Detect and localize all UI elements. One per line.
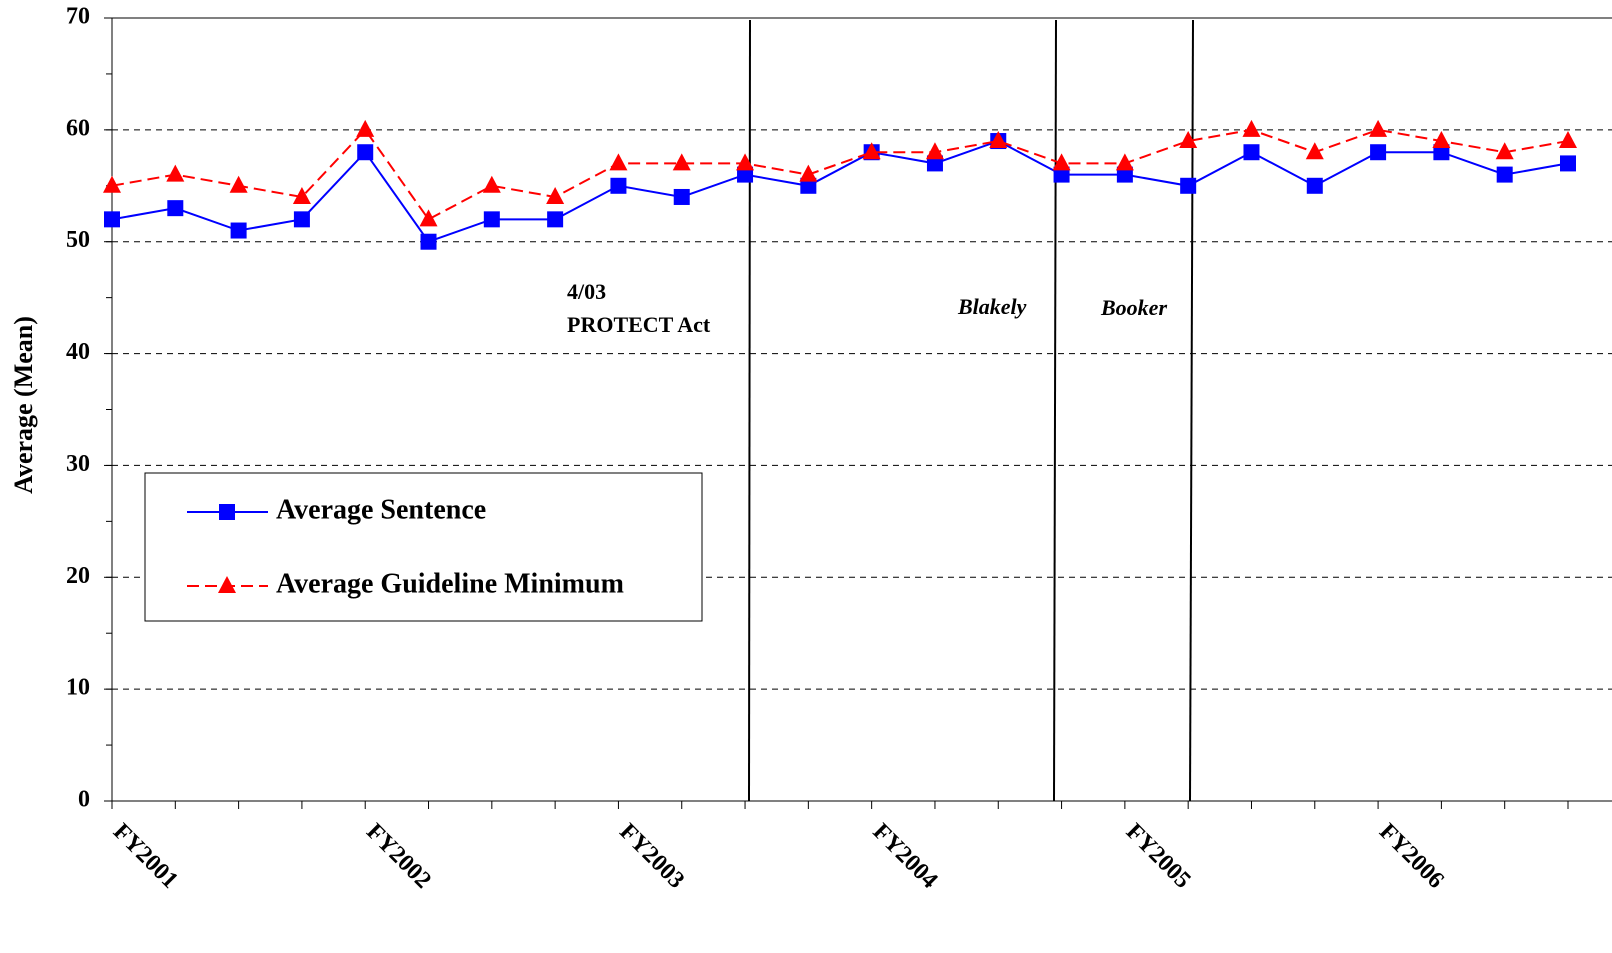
marker <box>862 142 881 160</box>
marker <box>420 233 437 250</box>
marker <box>292 186 311 204</box>
marker <box>1179 131 1198 149</box>
legend-label: Average Guideline Minimum <box>276 568 624 599</box>
marker <box>1116 166 1133 183</box>
marker <box>419 209 438 227</box>
y-tick-label: 10 <box>66 675 90 701</box>
y-tick-label: 30 <box>66 451 90 477</box>
marker <box>736 153 755 171</box>
x-tick-label: FY2003 <box>614 819 689 894</box>
marker <box>799 164 818 182</box>
marker <box>1242 119 1261 137</box>
x-tick-label: FY2006 <box>1374 819 1449 894</box>
y-tick-label: 70 <box>66 4 90 30</box>
series-line <box>111 139 1569 243</box>
marker <box>1052 153 1071 171</box>
y-tick-label: 60 <box>66 115 90 141</box>
marker <box>482 175 501 193</box>
marker <box>1559 131 1577 149</box>
marker <box>1180 177 1197 194</box>
marker <box>672 153 691 171</box>
marker <box>925 142 944 160</box>
annotation: PROTECT Act <box>567 312 711 337</box>
marker <box>737 166 754 183</box>
marker <box>229 175 248 193</box>
marker <box>104 211 120 228</box>
marker <box>1053 166 1070 183</box>
marker <box>1243 144 1260 161</box>
legend-entries: Average Sentence Average Guideline Minimu… <box>187 494 624 599</box>
marker <box>1433 144 1450 161</box>
marker <box>989 131 1008 149</box>
x-tick-label: FY2005 <box>1121 819 1196 894</box>
marker <box>610 177 627 194</box>
marker <box>800 177 817 194</box>
marker <box>546 186 565 204</box>
annotation: Booker <box>1100 295 1167 320</box>
marker <box>357 144 374 161</box>
annotation: 4/03 <box>567 279 606 304</box>
marker <box>230 222 247 239</box>
y-tick-label: 40 <box>66 339 90 365</box>
event-line <box>1053 19 1057 802</box>
y-tick-label: 50 <box>66 227 90 253</box>
marker <box>1432 131 1451 149</box>
y-tick-label: 0 <box>78 787 90 813</box>
marker <box>219 504 235 520</box>
event-line <box>748 19 751 802</box>
marker <box>293 211 310 228</box>
marker <box>103 175 121 193</box>
marker <box>1560 155 1576 172</box>
marker <box>1115 153 1134 171</box>
marker <box>1305 142 1324 160</box>
marker <box>483 211 500 228</box>
marker <box>1369 119 1388 137</box>
marker <box>167 200 184 217</box>
plot-area: 0 10 20 30 40 50 60 70 FY2001 FY2002 FY2003 FY2004 F… <box>66 4 1612 894</box>
x-tick-label: FY2001 <box>108 819 183 894</box>
marker <box>1306 177 1323 194</box>
legend-label: Average Sentence <box>276 494 486 525</box>
marker <box>1495 142 1514 160</box>
legend <box>144 472 703 622</box>
marker <box>547 211 564 228</box>
x-tick-label: FY2004 <box>868 819 943 894</box>
y-axis-label: Average (Mean) <box>9 316 38 494</box>
y-tick-label: 20 <box>66 563 90 589</box>
series-line <box>111 128 1569 221</box>
marker <box>1370 144 1387 161</box>
marker <box>673 188 690 205</box>
x-tick-label: FY2002 <box>361 819 436 894</box>
marker <box>609 153 628 171</box>
marker <box>166 164 185 182</box>
marker <box>926 155 943 172</box>
marker <box>1496 166 1513 183</box>
marker <box>218 576 236 593</box>
marker <box>356 119 375 137</box>
event-line <box>1189 19 1194 802</box>
annotation: Blakely <box>957 294 1027 319</box>
